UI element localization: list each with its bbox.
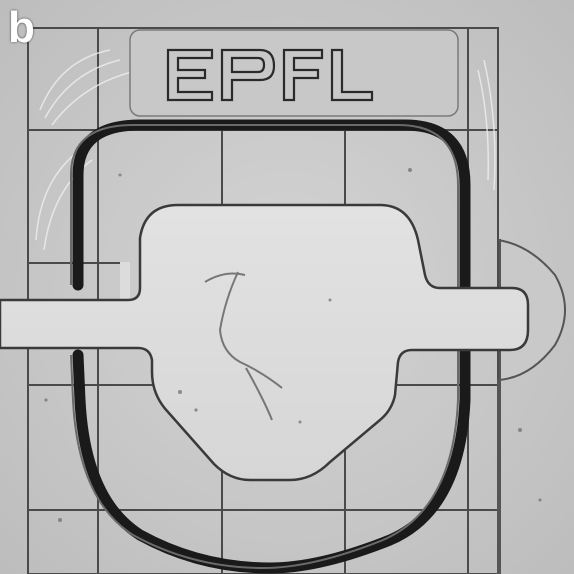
central-chamber <box>0 203 530 482</box>
interference-fringes <box>35 49 496 251</box>
epfl-logo <box>166 48 374 102</box>
cell-traces <box>204 271 283 421</box>
ring-channel-inner-edge <box>70 124 459 570</box>
debris-specks <box>44 168 542 522</box>
panel-label: b <box>8 3 35 52</box>
logo-panel <box>129 29 459 117</box>
